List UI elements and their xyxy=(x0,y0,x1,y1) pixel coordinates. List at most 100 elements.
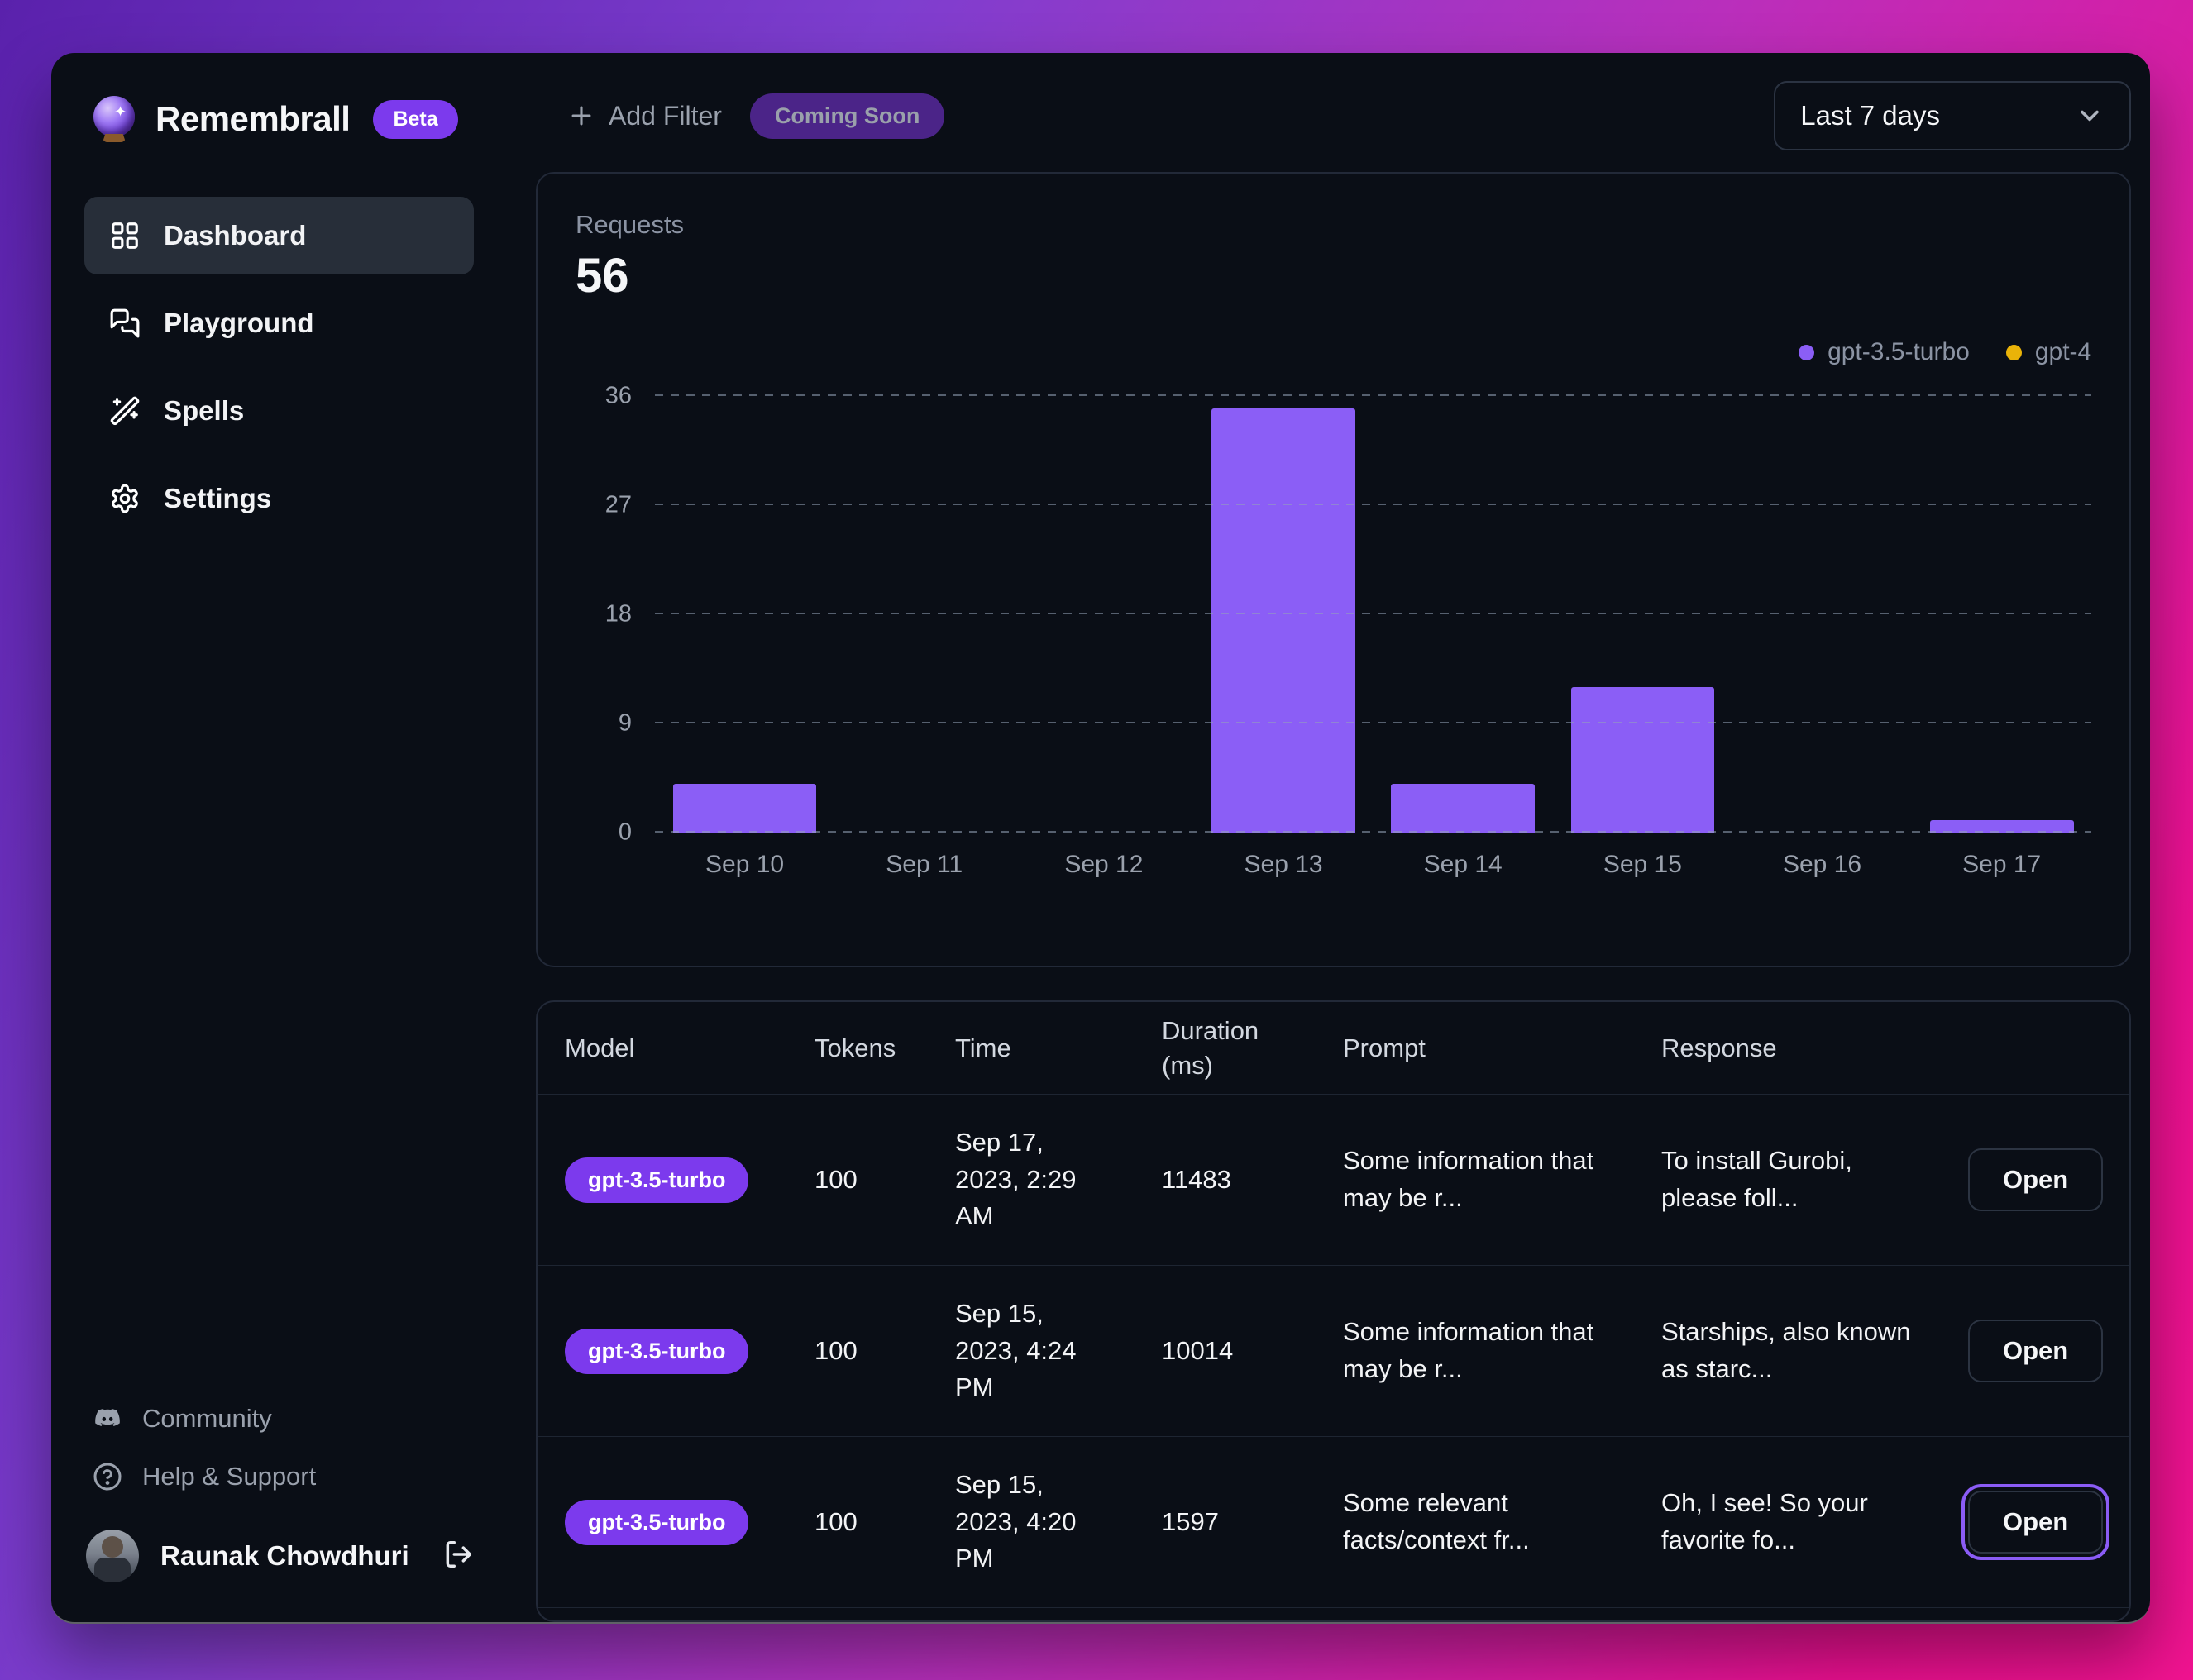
user-row: Raunak Chowdhuri xyxy=(84,1530,474,1582)
add-filter-label: Add Filter xyxy=(609,100,722,131)
gridline xyxy=(655,613,2092,614)
tokens-value: 100 xyxy=(815,1336,858,1365)
bar-sep-13 xyxy=(1211,408,1355,833)
col-header-response: Response xyxy=(1661,1033,1777,1062)
legend-label: gpt-3.5-turbo xyxy=(1828,338,1970,365)
app-title: Remembrall xyxy=(155,99,351,138)
duration-value: 10014 xyxy=(1162,1336,1234,1365)
legend-label: gpt-4 xyxy=(2034,338,2092,365)
x-tick-label: Sep 15 xyxy=(1603,851,1682,878)
magic-wand-icon xyxy=(110,396,140,426)
x-tick-label: Sep 16 xyxy=(1782,851,1862,878)
chart-area: 0 9 18 27 36 xyxy=(576,383,2092,846)
x-tick-label: Sep 12 xyxy=(1064,851,1144,878)
sidebar-item-label: Dashboard xyxy=(164,220,307,251)
crystal-ball-logo-icon: ✦ xyxy=(91,96,137,142)
table-row: gpt-3.5-turbo 100 Sep 15, 2023, 4:24 PM … xyxy=(538,1266,2130,1437)
open-button[interactable]: Open xyxy=(1968,1320,2104,1382)
app-window: ✦ Remembrall Beta Dashboard Playground xyxy=(51,53,2150,1624)
plus-icon xyxy=(571,106,591,126)
logout-button[interactable] xyxy=(442,1539,474,1574)
sidebar-item-playground[interactable]: Playground xyxy=(84,284,474,362)
help-circle-icon xyxy=(93,1463,122,1491)
gear-icon xyxy=(112,484,138,513)
y-tick-label: 18 xyxy=(604,600,632,628)
open-button[interactable]: Open xyxy=(1961,1484,2110,1560)
open-button[interactable]: Open xyxy=(1968,1148,2104,1211)
sidebar-item-spells[interactable]: Spells xyxy=(84,372,474,450)
bar-slot xyxy=(1912,396,2091,833)
bar-sep-14 xyxy=(1391,784,1536,833)
table-header: Model Tokens Time Duration (ms) Prompt R… xyxy=(538,1002,2130,1095)
model-badge: gpt-3.5-turbo xyxy=(565,1157,749,1203)
sidebar-nav: Dashboard Playground Spells xyxy=(84,197,474,537)
chevron-down-icon xyxy=(2081,110,2100,122)
chart-x-axis: Sep 10 Sep 11 Sep 12 Sep 13 Sep 14 Sep 15 Sep … xyxy=(655,851,2091,879)
sidebar-item-settings[interactable]: Settings xyxy=(84,460,474,537)
x-tick-label: Sep 13 xyxy=(1244,851,1323,878)
chart-bars xyxy=(655,396,2091,833)
gridline xyxy=(655,504,2092,505)
x-tick-label: Sep 10 xyxy=(705,851,785,878)
col-header-model: Model xyxy=(565,1033,635,1062)
prompt-preview: Some information that may be r... xyxy=(1343,1146,1594,1212)
y-tick-label: 0 xyxy=(618,819,632,846)
time-value: Sep 17, 2023, 2:29 AM xyxy=(955,1127,1077,1231)
x-tick-label: Sep 11 xyxy=(886,851,963,878)
requests-total: 56 xyxy=(576,249,629,303)
bar-sep-15 xyxy=(1570,687,1715,833)
chart-legend: gpt-3.5-turbo gpt-4 xyxy=(576,336,2091,368)
sidebar-item-label: Settings xyxy=(164,483,272,513)
sidebar: ✦ Remembrall Beta Dashboard Playground xyxy=(51,53,504,1622)
sidebar-item-help-support[interactable]: Help & Support xyxy=(93,1462,474,1491)
gridline xyxy=(655,394,2092,396)
col-header-tokens: Tokens xyxy=(815,1033,896,1062)
footer-item-label: Help & Support xyxy=(142,1462,317,1491)
sidebar-item-community[interactable]: Community xyxy=(93,1404,474,1434)
model-badge: gpt-3.5-turbo xyxy=(565,1328,749,1374)
add-filter-button[interactable]: Add Filter xyxy=(536,101,722,131)
bar-slot xyxy=(1374,396,1553,833)
col-header-duration: Duration (ms) xyxy=(1162,1015,1259,1080)
bar-slot xyxy=(1193,396,1373,833)
time-value: Sep 15, 2023, 4:20 PM xyxy=(955,1469,1077,1573)
table-row: gpt-3.5-turbo 100 Sep 15, 2023, 4:20 PM … xyxy=(538,1437,2130,1608)
y-tick-label: 27 xyxy=(604,491,632,518)
sidebar-item-dashboard[interactable]: Dashboard xyxy=(84,197,474,274)
response-preview: To install Gurobi, please foll... xyxy=(1661,1146,1852,1212)
bar-slot xyxy=(1553,396,1732,833)
duration-value: 11483 xyxy=(1162,1165,1231,1194)
chart-title: Requests xyxy=(576,210,684,239)
x-tick-label: Sep 14 xyxy=(1423,851,1503,878)
model-badge: gpt-3.5-turbo xyxy=(565,1499,749,1545)
main-content: Add Filter Coming Soon Last 7 days Reque… xyxy=(504,53,2150,1622)
col-header-time: Time xyxy=(955,1033,1011,1062)
discord-icon xyxy=(95,1409,120,1426)
brand: ✦ Remembrall Beta xyxy=(84,96,474,142)
sidebar-footer: Community Help & Support xyxy=(84,1404,474,1491)
requests-chart-card: Requests 56 gpt-3.5-turbo gpt-4 0 9 18 27 36… xyxy=(536,172,2132,967)
y-tick-label: 36 xyxy=(604,382,632,409)
coming-soon-badge: Coming Soon xyxy=(749,93,945,139)
legend-item-gpt-35-turbo: gpt-3.5-turbo xyxy=(1799,338,1970,366)
beta-badge: Beta xyxy=(373,99,458,139)
user-name: Raunak Chowdhuri xyxy=(160,1540,409,1571)
chart-y-axis: 0 9 18 27 36 xyxy=(576,383,655,846)
bar-slot xyxy=(655,396,834,833)
avatar[interactable] xyxy=(86,1530,139,1582)
prompt-preview: Some relevant facts/context fr... xyxy=(1343,1488,1530,1554)
gridline xyxy=(655,831,2092,833)
y-tick-label: 9 xyxy=(618,709,632,737)
bar-sep-10 xyxy=(672,784,817,833)
bar-slot xyxy=(834,396,1014,833)
date-range-select[interactable]: Last 7 days xyxy=(1774,81,2132,150)
response-preview: Oh, I see! So your favorite fo... xyxy=(1661,1488,1868,1554)
sidebar-item-label: Playground xyxy=(164,308,314,338)
chart-plot xyxy=(655,394,2092,833)
footer-item-label: Community xyxy=(142,1404,272,1433)
col-header-prompt: Prompt xyxy=(1343,1033,1426,1062)
sidebar-item-label: Spells xyxy=(164,395,245,426)
legend-dot-yellow xyxy=(2005,344,2022,360)
tokens-value: 100 xyxy=(815,1165,858,1194)
dashboard-grid-icon xyxy=(112,222,138,249)
